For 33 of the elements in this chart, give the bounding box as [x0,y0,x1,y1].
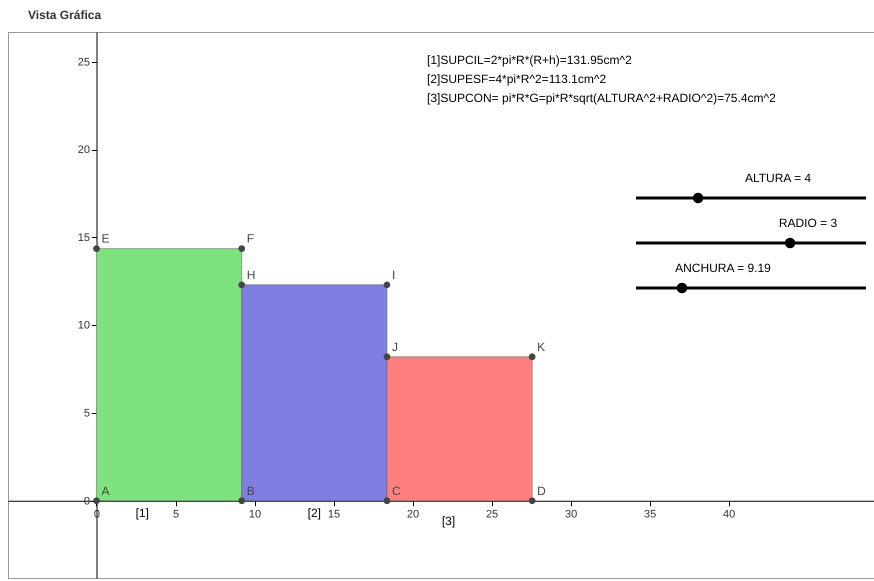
x-tick-label: 35 [644,508,656,520]
annotation: J [392,340,398,354]
x-tick-label: 5 [172,508,180,520]
annotation: I [392,268,396,282]
y-tick-label: 5 [84,407,90,420]
annotation: ALTURA = 4 [744,171,812,185]
annotation: ANCHURA = 9.19 [675,261,772,275]
annotation: [2]SUPESF=4*pi*R^2=113.1cm^2 [427,72,606,86]
x-tick-label: 30 [564,508,578,520]
x-tick-label: 15 [328,508,340,520]
annotation: F [246,232,254,246]
annotation: [1]SUPCIL=2*pi*R*(R+h)=131.95cm^2 [427,53,632,67]
annotation: [1] [136,506,149,520]
x-tick-label: 40 [722,508,736,520]
annotation: E [101,232,110,246]
x-tick-label: 25 [486,508,498,520]
y-tick-label: 20 [78,144,90,156]
annotation: K [537,340,546,354]
y-tick-label: 10 [78,320,90,332]
annotation: A [101,484,110,498]
annotation: D [537,484,546,498]
chart-title: Vista Gráfica [28,8,102,22]
annotation: B [246,484,255,498]
annotation: C [392,484,401,498]
annotation: [2] [308,506,322,520]
annotation: H [246,268,256,282]
annotation: [3] [442,514,456,528]
x-tick-label: 10 [248,508,262,520]
annotation: RADIO = 3 [778,216,838,230]
x-tick-label: 20 [406,508,420,520]
y-tick-label: 15 [78,232,90,244]
annotation: [3]SUPCON= pi*R*G=pi*R*sqrt(ALTURA^2+RADIO^2)=75.4cm^2 [427,91,776,105]
y-tick-label: 25 [78,56,90,68]
